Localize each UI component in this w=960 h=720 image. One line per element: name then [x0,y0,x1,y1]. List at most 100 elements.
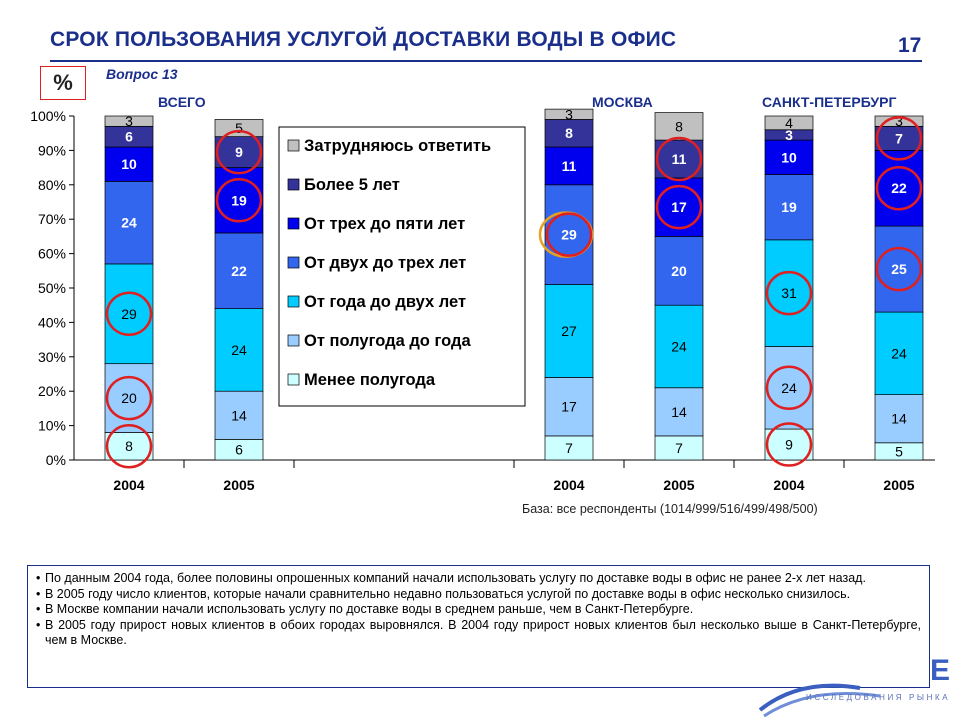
data-label: 24 [891,345,907,361]
bar-segment [544,435,594,461]
highlight-circle [215,129,263,175]
y-tick-label: 60% [38,246,66,262]
data-label: 19 [231,192,247,208]
company-logo: Е [758,654,950,718]
data-label: 14 [231,407,247,423]
note-item: В 2005 году число клиентов, которые нача… [36,587,921,603]
y-tick-label: 100% [30,108,66,124]
data-label: 25 [891,261,907,277]
note-item: По данным 2004 года, более половины опро… [36,571,921,587]
bar-segment [764,174,814,241]
bar-segment [214,119,264,137]
y-tick-label: 40% [38,314,66,330]
highlight-circle [875,246,923,292]
highlight-circle [875,116,923,161]
highlight-circle [105,375,153,421]
title-underline [50,60,922,62]
group-label-moscow: МОСКВА [592,94,653,110]
data-label: 29 [121,306,137,322]
x-tick-label: 2005 [883,477,914,493]
data-label: 29 [561,227,577,243]
logo-caption: ИССЛЕДОВАНИЯ РЫНКА [806,693,951,702]
legend-swatch [287,178,300,191]
logo-letter: Е [930,654,950,687]
bar-segment [544,146,594,186]
data-label: 6 [235,442,243,458]
x-tick-label: 2004 [553,477,584,493]
data-label: 24 [781,380,797,396]
bar-segment [654,304,704,389]
bar-segment [104,181,154,265]
data-label: 22 [891,180,907,196]
data-label: 10 [121,156,137,172]
highlight-circle [545,212,593,257]
x-tick-label: 2004 [113,477,144,493]
data-label: 5 [895,443,903,459]
legend-label: От двух до трех лет [304,254,466,272]
bar-segment [764,239,814,347]
highlight-circle [765,270,813,316]
data-label: 11 [562,158,577,174]
legend-swatch [287,217,300,230]
data-label: 17 [671,199,687,215]
bar-segment [654,435,704,461]
y-tick-label: 70% [38,211,66,227]
highlight-circle [655,184,703,230]
legend-label: Затрудняюсь ответить [304,137,491,155]
bar-segment [764,115,814,131]
highlight-circle [655,136,703,182]
y-tick-label: 80% [38,177,66,193]
data-label: 3 [785,127,793,143]
question-label: Вопрос 13 [106,66,178,82]
data-label: 22 [231,263,247,279]
highlight-circle [105,291,153,337]
bar-segment [654,236,704,306]
data-label: 6 [125,129,133,145]
y-tick-label: 0% [46,452,66,468]
legend-label: От трех до пяти лет [304,215,465,233]
bar-segment [214,232,264,309]
bar-segment [654,112,704,141]
notes-box: По данным 2004 года, более половины опро… [27,565,930,688]
legend-swatch [287,373,300,386]
x-tick-label: 2004 [773,477,804,493]
highlight-circle [765,365,813,411]
data-label: 20 [671,263,687,279]
legend-swatch [287,295,300,308]
bar-segment [654,387,704,437]
stacked-bar-chart: 0% 10% 20% 30% 40% 50% 60% 70% 80% 90% 100% 8 20 29 24… [30,106,935,493]
bar-segment [544,377,594,437]
data-label: 14 [891,411,907,427]
highlight-circle [875,165,923,211]
data-label: 31 [781,285,797,301]
bar-segment [214,308,264,392]
bar-segment [104,146,154,182]
y-tick-label: 90% [38,142,66,158]
highlight-circle [105,423,153,469]
page-number: 17 [898,34,922,57]
data-label: 27 [561,323,577,339]
legend-swatch [287,334,300,347]
data-label: 4 [785,115,793,131]
base-note: База: все респонденты (1014/999/516/499/… [522,502,818,516]
data-label: 24 [231,342,247,358]
group-label-spb: САНКТ-ПЕТЕРБУРГ [762,94,897,110]
bar-segment [104,115,154,127]
x-tick-label: 2005 [663,477,694,493]
data-label: 9 [785,437,793,453]
data-label: 7 [675,440,683,456]
legend-label: Менее полугода [304,371,436,389]
data-label: 7 [895,130,903,146]
data-label: 10 [781,149,797,165]
x-tick-label: 2005 [223,477,254,493]
data-label: 20 [121,390,137,406]
data-label: 9 [235,144,243,160]
chart-legend [278,126,526,407]
legend-label: От года до двух лет [304,293,466,311]
data-label: 17 [561,399,577,415]
data-label: 8 [565,125,573,141]
data-label: 8 [675,118,683,134]
y-tick-label: 10% [38,418,66,434]
y-tick-label: 50% [38,280,66,296]
bar-segment [214,390,264,440]
